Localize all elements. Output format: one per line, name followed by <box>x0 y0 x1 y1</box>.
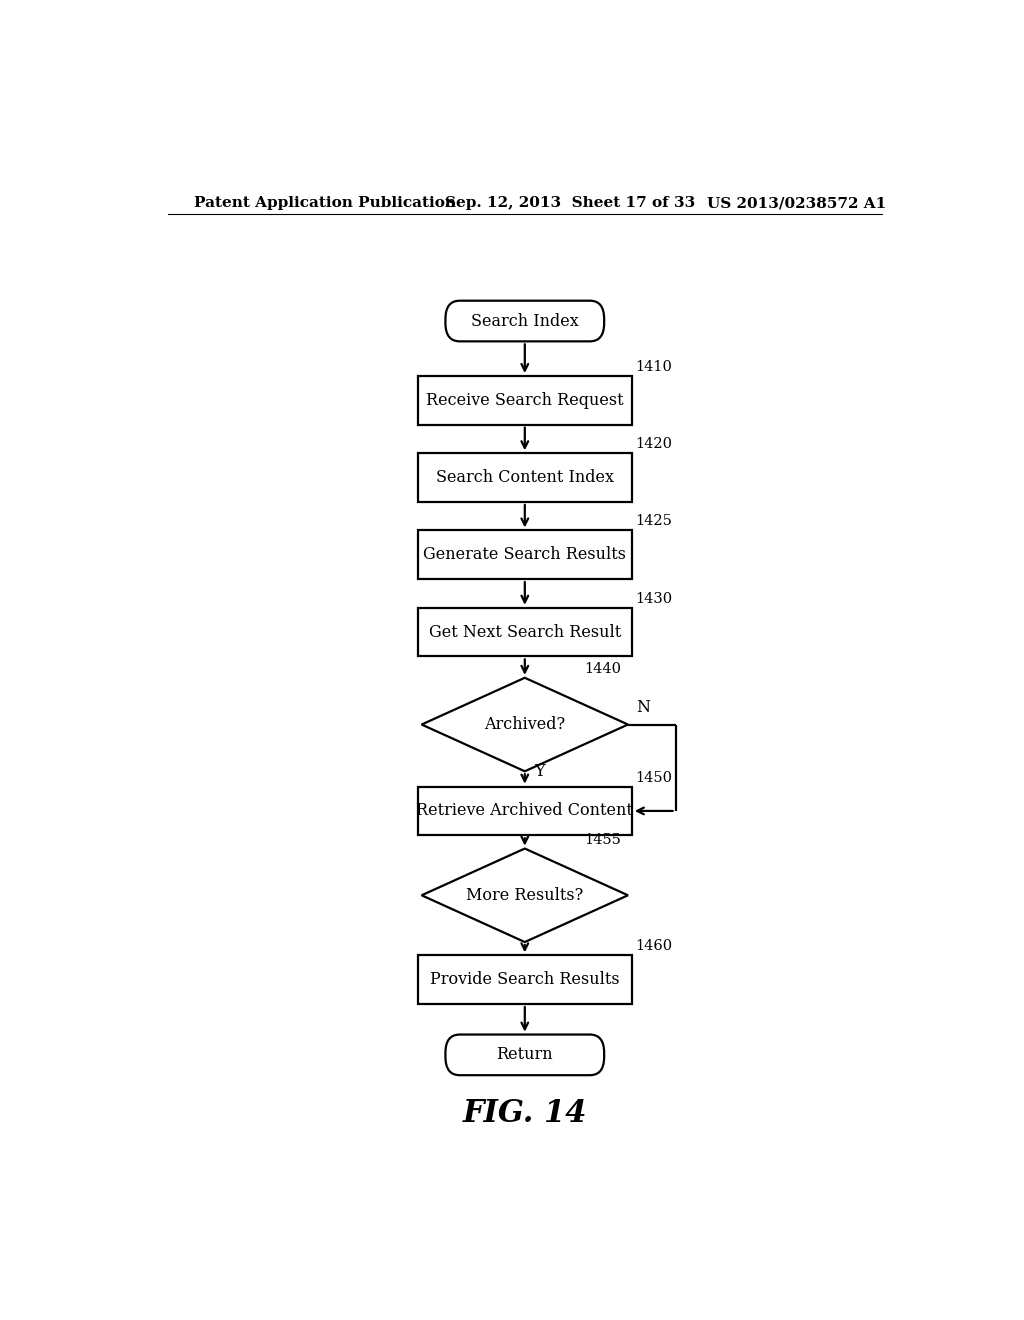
Text: Get Next Search Result: Get Next Search Result <box>429 623 621 640</box>
Text: 1440: 1440 <box>585 661 622 676</box>
FancyBboxPatch shape <box>445 301 604 342</box>
Bar <box>418 787 632 836</box>
Text: 1420: 1420 <box>635 437 672 451</box>
Text: US 2013/0238572 A1: US 2013/0238572 A1 <box>708 197 887 210</box>
Text: FIG. 14: FIG. 14 <box>463 1098 587 1130</box>
Text: Y: Y <box>535 763 545 780</box>
Bar <box>418 376 632 425</box>
Text: 1455: 1455 <box>585 833 622 846</box>
Text: Retrieve Archived Content: Retrieve Archived Content <box>417 803 633 820</box>
Text: Archived?: Archived? <box>484 715 565 733</box>
Text: 1425: 1425 <box>635 515 672 528</box>
Text: 1460: 1460 <box>635 940 672 953</box>
Text: Return: Return <box>497 1047 553 1064</box>
Text: 1430: 1430 <box>635 591 672 606</box>
Text: 1450: 1450 <box>635 771 672 784</box>
Bar <box>418 956 632 1005</box>
Text: Patent Application Publication: Patent Application Publication <box>194 197 456 210</box>
FancyBboxPatch shape <box>445 1035 604 1076</box>
Bar <box>418 531 632 579</box>
Text: Provide Search Results: Provide Search Results <box>430 972 620 989</box>
Text: N: N <box>636 700 650 717</box>
Polygon shape <box>422 677 628 771</box>
Text: Search Content Index: Search Content Index <box>436 469 613 486</box>
Text: More Results?: More Results? <box>466 887 584 904</box>
Text: Receive Search Request: Receive Search Request <box>426 392 624 409</box>
Polygon shape <box>422 849 628 942</box>
Text: 1410: 1410 <box>635 360 672 374</box>
Text: Sep. 12, 2013  Sheet 17 of 33: Sep. 12, 2013 Sheet 17 of 33 <box>445 197 695 210</box>
Text: Search Index: Search Index <box>471 313 579 330</box>
Bar <box>418 607 632 656</box>
Text: Generate Search Results: Generate Search Results <box>423 546 627 564</box>
Bar <box>418 453 632 502</box>
